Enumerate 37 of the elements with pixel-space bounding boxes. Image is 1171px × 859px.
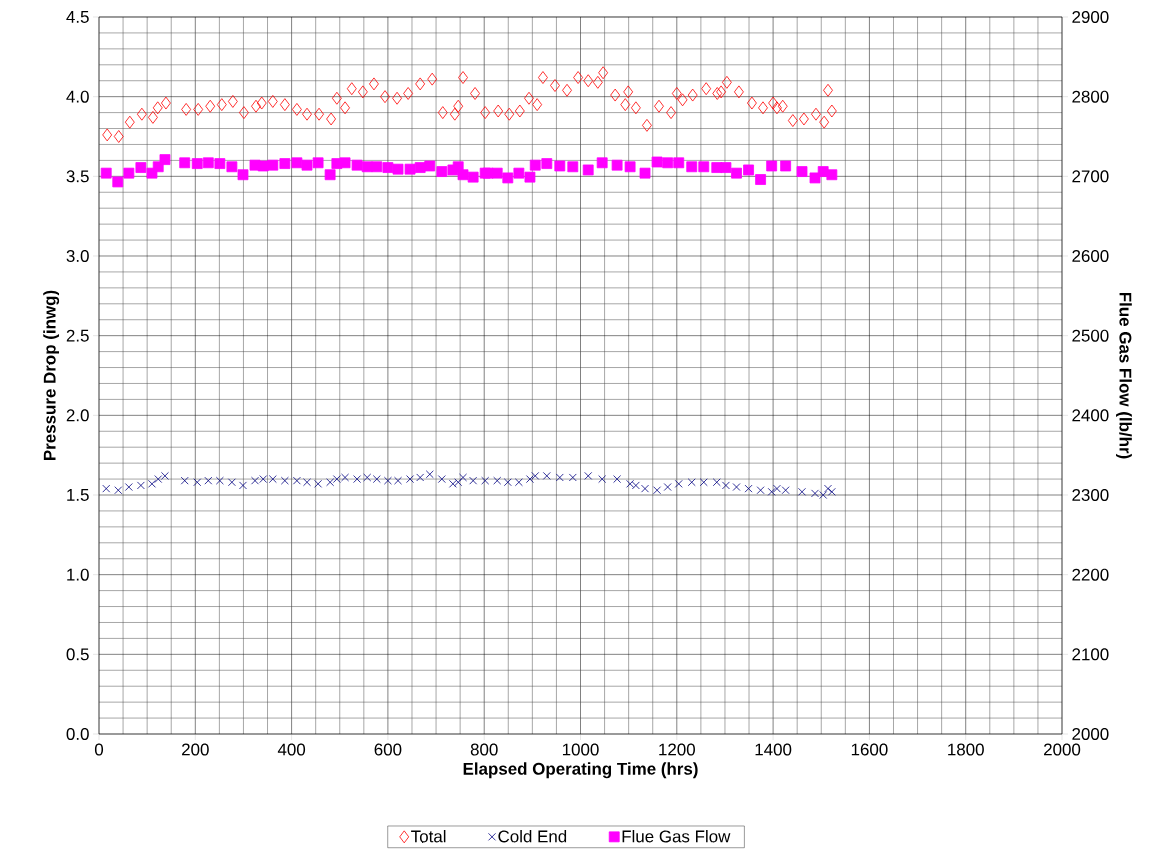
x-tick-label: 0 [94, 743, 104, 756]
y2-tick-label: 2000 [1072, 728, 1109, 740]
x-tick-label: 1600 [851, 743, 888, 756]
y-axis-title: Pressure Drop (inwg) [43, 290, 60, 460]
y2-tick-label: 2100 [1072, 648, 1109, 661]
y-tick-label: 4.5 [66, 11, 89, 23]
x-tick-label: 800 [470, 743, 498, 756]
y2-tick-label: 2300 [1072, 489, 1109, 501]
x-tick-label: 1400 [755, 743, 792, 756]
legend-label: Cold End [498, 829, 567, 843]
y2-tick-label: 2400 [1072, 409, 1109, 422]
x-tick-label: 400 [277, 743, 306, 756]
y-tick-label: 0.5 [66, 648, 89, 661]
y2-tick-label: 2900 [1072, 10, 1109, 23]
x-tick-label: 600 [374, 743, 402, 756]
y-tick-label: 4.0 [66, 90, 89, 103]
y2-tick-label: 2600 [1072, 250, 1109, 262]
x-axis-title: Elapsed Operating Time (hrs) [463, 762, 698, 779]
y-tick-label: 1.5 [67, 489, 89, 501]
x-tick-label: 2000 [1044, 743, 1081, 756]
x-tick-label: 1000 [562, 743, 599, 756]
y2-tick-label: 2800 [1072, 90, 1109, 103]
y-tick-label: 0.0 [66, 728, 89, 740]
y2-tick-label: 2700 [1072, 170, 1109, 183]
y-tick-label: 3.0 [66, 250, 89, 262]
y2-tick-label: 2500 [1072, 329, 1109, 342]
y2-axis-title: Flue Gas Flow (lb/hr) [1116, 292, 1132, 459]
y-tick-label: 3.5 [66, 170, 89, 183]
x-tick-label: 1800 [948, 743, 984, 756]
y-tick-label: 2.5 [66, 329, 89, 342]
y-tick-label: 2.0 [66, 409, 89, 422]
legend-label: Flue Gas Flow [622, 829, 731, 843]
y-tick-label: 1.0 [67, 568, 89, 581]
x-tick-label: 200 [182, 743, 209, 756]
y2-tick-label: 2200 [1072, 568, 1109, 581]
legend-label: Total [411, 829, 446, 843]
x-tick-label: 1200 [659, 743, 695, 756]
